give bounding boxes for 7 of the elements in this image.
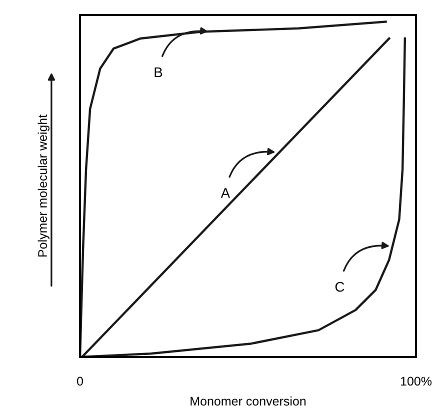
x-axis-title: Monomer conversion (190, 396, 306, 406)
annotation: B (154, 67, 162, 78)
annotation: A (220, 188, 230, 198)
y-axis-title: Polymer molecular weight (38, 114, 50, 257)
annotation: C (335, 282, 344, 292)
x-tick-label: 100% (400, 376, 432, 386)
x-tick-label: 0 (77, 376, 83, 386)
